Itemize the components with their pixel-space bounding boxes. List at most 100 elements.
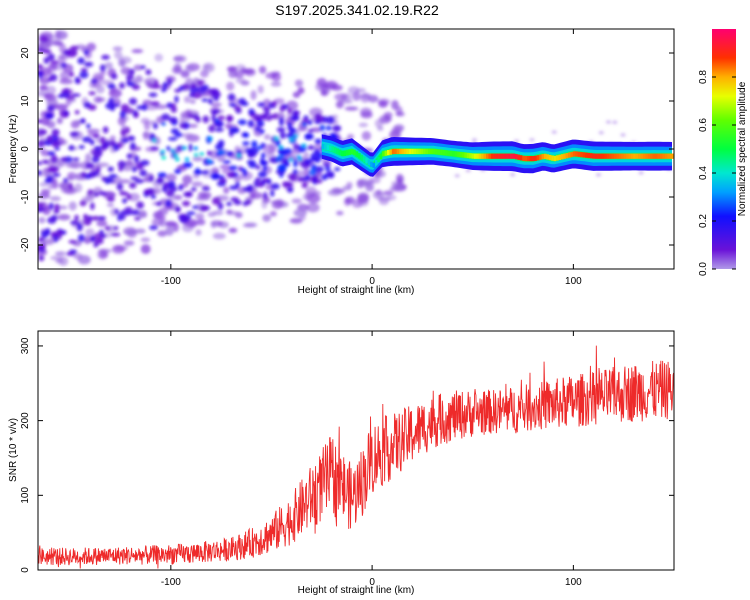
x-tick-label: -100 — [161, 577, 181, 588]
heat-blob — [189, 91, 196, 98]
heat-blob — [211, 114, 216, 122]
x-tick-label: 100 — [565, 577, 582, 588]
ridge-cell — [348, 149, 351, 155]
heat-blob — [120, 103, 130, 112]
ridge-cell — [440, 149, 443, 155]
heat-speckle — [111, 244, 125, 254]
heat-blob — [38, 169, 42, 176]
heat-blob — [77, 234, 85, 242]
heat-speckle — [510, 173, 516, 177]
heat-blob — [201, 84, 209, 91]
heat-speckle — [84, 153, 92, 163]
heat-blob — [277, 164, 287, 172]
heat-blob — [72, 157, 80, 162]
heat-blob — [68, 144, 75, 151]
heat-blob — [257, 171, 268, 178]
heat-blob — [92, 150, 103, 158]
heat-blob — [80, 118, 86, 124]
ridge-cell — [618, 153, 622, 159]
heat-speckle — [270, 81, 282, 87]
heat-blob — [257, 102, 266, 108]
heat-speckle — [226, 66, 237, 72]
heat-blob — [324, 166, 331, 172]
heat-speckle — [244, 68, 256, 77]
heat-spot — [274, 136, 279, 141]
ridge-cell — [418, 148, 421, 155]
ridge-cell — [469, 153, 472, 159]
ridge-cell — [510, 153, 513, 159]
ridge-cell — [529, 155, 533, 162]
heat-blob — [148, 175, 154, 182]
heat-blob — [68, 239, 77, 244]
heat-speckle — [207, 211, 216, 218]
ridge-cell — [575, 151, 578, 157]
heat-blob — [165, 199, 172, 208]
heat-speckle — [265, 72, 277, 79]
heat-blob — [214, 127, 224, 133]
heat-spot — [182, 146, 187, 150]
ridge-cell — [341, 150, 344, 157]
heat-spot — [193, 146, 198, 151]
heat-blob — [199, 204, 208, 212]
ridge-core — [321, 143, 674, 168]
heat-blob — [74, 109, 80, 115]
heat-speckle — [250, 90, 257, 101]
heat-speckle — [140, 244, 151, 254]
heat-blob — [287, 121, 292, 129]
ridge-cell — [425, 148, 429, 155]
colorbar-tick-label: 0.6 — [698, 118, 709, 132]
heat-blob — [110, 232, 121, 237]
y-tick-label: 300 — [20, 337, 31, 354]
heat-speckle — [143, 121, 151, 131]
heat-blob — [266, 178, 272, 185]
heat-speckle — [234, 70, 245, 79]
snr-background — [38, 331, 674, 570]
ridge-cell — [580, 151, 583, 158]
ridge-cell — [331, 146, 335, 152]
heat-blob — [284, 148, 292, 155]
heat-blob — [322, 115, 328, 124]
ridge-cell — [541, 153, 545, 160]
heat-blob — [325, 116, 335, 125]
heat-blob — [99, 136, 106, 145]
heat-blob — [167, 78, 173, 86]
ridge-cell — [527, 155, 530, 162]
heat-blob — [95, 166, 101, 174]
y-tick-label: 200 — [20, 412, 31, 429]
snr-frame — [37, 330, 675, 571]
heat-speckle — [294, 79, 304, 88]
heat-blob — [46, 105, 56, 112]
heat-blob — [104, 226, 111, 231]
heat-speckle — [74, 183, 83, 193]
ridge-cell — [372, 162, 376, 168]
heat-blob — [260, 142, 266, 148]
heat-blob — [117, 160, 126, 169]
ridge-cell — [568, 152, 571, 158]
heat-speckle — [171, 66, 183, 75]
heat-spot — [288, 157, 294, 162]
heat-speckle — [257, 85, 264, 94]
heat-speckle — [235, 77, 246, 84]
heat-blob — [107, 166, 114, 172]
heat-spot — [152, 138, 157, 143]
ridge-cell — [382, 151, 385, 157]
heat-speckle — [360, 111, 373, 119]
ridge-cell — [659, 153, 663, 159]
heat-blob — [226, 114, 234, 123]
ridge-cell — [461, 152, 465, 158]
colorbar-tick-label: 0.0 — [698, 262, 709, 276]
heat-blob — [217, 202, 224, 211]
heat-speckle — [261, 199, 268, 209]
heat-blob — [307, 119, 313, 126]
heat-blob — [178, 214, 189, 223]
ridge-cell — [343, 150, 347, 157]
heat-blob — [201, 98, 209, 102]
heat-blob — [314, 138, 322, 145]
ridge-cell — [553, 155, 557, 162]
heat-speckle — [87, 132, 95, 137]
heat-blob — [47, 216, 57, 224]
heat-blob — [292, 169, 298, 175]
y-tick-label: 10 — [20, 95, 31, 107]
heat-blob — [79, 200, 87, 207]
heat-speckle — [133, 64, 143, 71]
